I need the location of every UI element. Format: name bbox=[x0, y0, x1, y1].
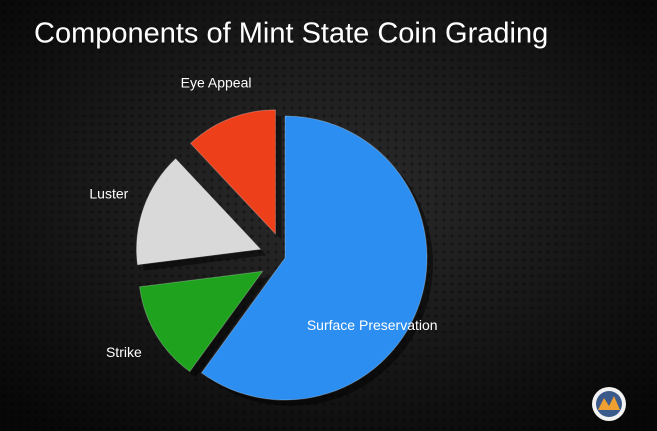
slice-label: Strike bbox=[106, 344, 142, 360]
slice-label: Luster bbox=[89, 185, 128, 201]
slice-label: Eye Appeal bbox=[181, 75, 252, 91]
chart-title: Components of Mint State Coin Grading bbox=[34, 18, 548, 50]
slice bbox=[139, 270, 264, 373]
logo bbox=[592, 387, 626, 421]
slice bbox=[200, 115, 428, 401]
slice bbox=[136, 158, 262, 266]
slice-label: Surface Preservation bbox=[307, 317, 438, 333]
slice bbox=[189, 109, 276, 236]
